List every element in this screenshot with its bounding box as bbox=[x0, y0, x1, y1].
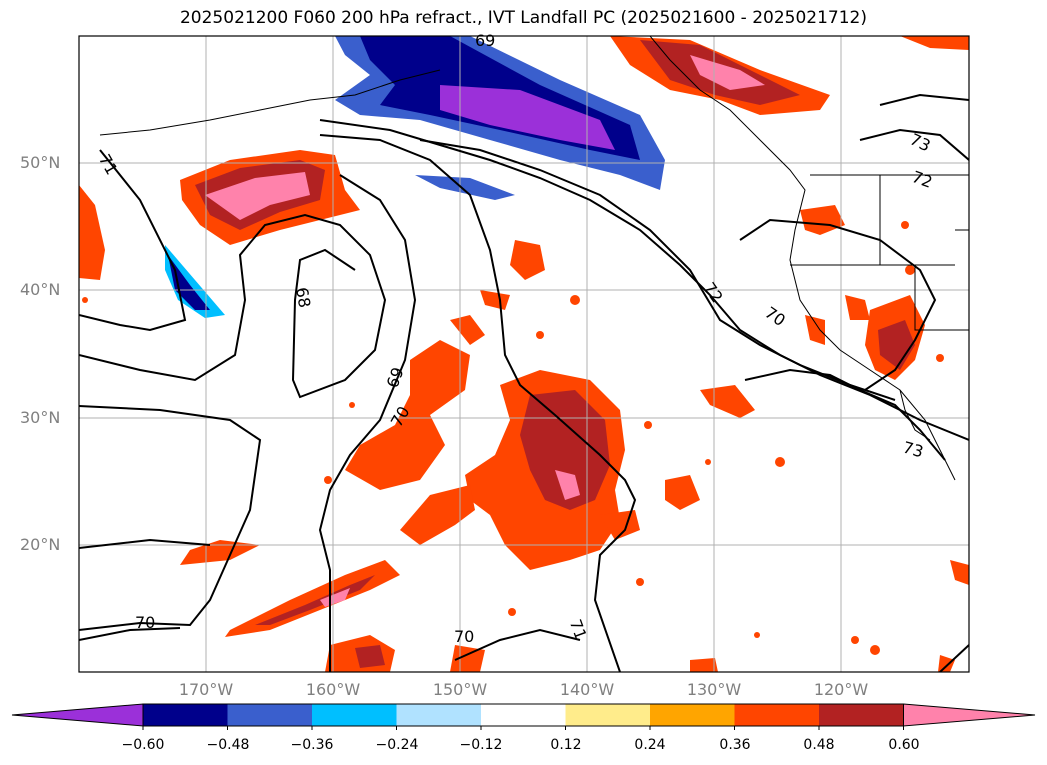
colorbar bbox=[11, 703, 1036, 730]
refractivity-contours bbox=[79, 93, 969, 672]
lon-label: 170°W bbox=[178, 680, 234, 699]
colorbar-tick: 0.24 bbox=[634, 737, 666, 753]
lon-label: 130°W bbox=[686, 680, 742, 699]
colorbar-extend-min bbox=[11, 703, 144, 727]
contour-label: 70 bbox=[454, 627, 475, 646]
colorbar-segment bbox=[650, 704, 735, 726]
colorbar-tick: 0.60 bbox=[888, 737, 920, 753]
lon-label: 120°W bbox=[813, 680, 869, 699]
colorbar-segment bbox=[312, 704, 397, 726]
lat-label: 30°N bbox=[20, 408, 61, 427]
contour-label: 69 bbox=[475, 31, 496, 50]
colorbar-tick: 0.48 bbox=[803, 737, 835, 753]
colorbar-extend-max bbox=[903, 703, 1036, 727]
lat-label: 50°N bbox=[20, 153, 61, 172]
lon-label: 150°W bbox=[432, 680, 488, 699]
map-frame bbox=[78, 35, 970, 673]
lat-label: 20°N bbox=[20, 535, 61, 554]
lon-label: 160°W bbox=[305, 680, 361, 699]
shading-layer bbox=[79, 36, 969, 672]
colorbar-segment bbox=[481, 704, 566, 726]
colorbar-segment bbox=[227, 704, 312, 726]
lon-label: 140°W bbox=[559, 680, 615, 699]
contour-label: 68 bbox=[292, 285, 315, 310]
colorbar-tick: −0.60 bbox=[121, 737, 165, 753]
colorbar-tick: 0.12 bbox=[550, 737, 582, 753]
map-title: 2025021200 F060 200 hPa refract., IVT La… bbox=[179, 8, 867, 28]
colorbar-segment bbox=[143, 704, 228, 726]
colorbar-tick: −0.24 bbox=[375, 737, 419, 753]
colorbar-segment bbox=[396, 704, 481, 726]
colorbar-tick: −0.48 bbox=[206, 737, 250, 753]
colorbar-tick: −0.12 bbox=[459, 737, 503, 753]
colorbar-tick: 0.36 bbox=[719, 737, 751, 753]
colorbar-tick: −0.36 bbox=[290, 737, 334, 753]
lat-label: 40°N bbox=[20, 280, 61, 299]
graticule bbox=[79, 36, 969, 672]
colorbar-segment bbox=[565, 704, 650, 726]
colorbar-segment bbox=[734, 704, 819, 726]
contour-label: 70 bbox=[135, 613, 156, 632]
colorbar-outline bbox=[142, 703, 904, 727]
colorbar-segment bbox=[819, 704, 904, 726]
